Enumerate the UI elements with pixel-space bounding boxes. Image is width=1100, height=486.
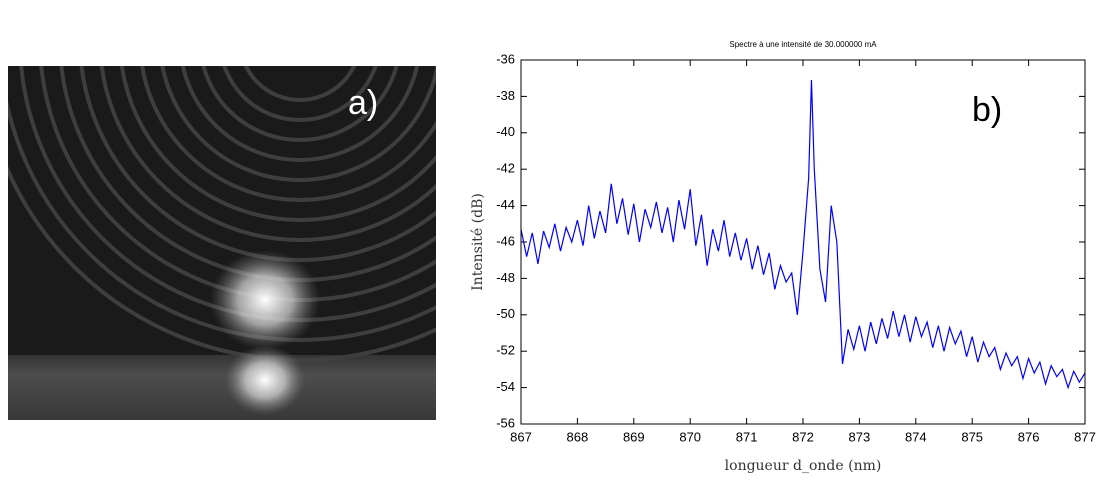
- y-tick-label: -56: [496, 415, 515, 430]
- panel-label: a): [348, 84, 378, 122]
- x-tick-label: 876: [1018, 429, 1040, 444]
- x-tick-label: 870: [679, 429, 701, 444]
- x-tick-label: 875: [961, 429, 983, 444]
- y-tick-label: -44: [496, 197, 515, 212]
- chart: Spectre à une intensité de 30.000000 mA l…: [470, 40, 1096, 474]
- panel-label: b): [972, 91, 1002, 129]
- photo: a): [8, 66, 436, 420]
- spectrum-line: [520, 80, 1086, 390]
- y-tick-label: -50: [496, 306, 515, 321]
- x-tick-label: 868: [567, 429, 589, 444]
- x-tick-label: 867: [510, 429, 532, 444]
- x-axis-label: longueur d_onde (nm): [725, 458, 882, 474]
- y-tick-label: -46: [496, 233, 515, 248]
- x-tick-label: 871: [736, 429, 758, 444]
- reflection: [225, 345, 305, 415]
- y-tick-label: -48: [496, 270, 515, 285]
- y-tick-label: -40: [496, 124, 515, 139]
- y-tick-label: -36: [496, 51, 515, 66]
- y-tick-label: -42: [496, 161, 515, 176]
- plot-frame: [520, 59, 1086, 425]
- chart-title: Spectre à une intensité de 30.000000 mA: [729, 40, 877, 49]
- y-axis-label: Intensité (dB): [470, 193, 486, 291]
- x-tick-label: 877: [1074, 429, 1096, 444]
- x-tick-label: 874: [905, 429, 927, 444]
- x-tick-label: 869: [623, 429, 645, 444]
- y-tick-label: -54: [496, 379, 515, 394]
- photo-floor: [8, 355, 436, 420]
- bright-spot: [210, 250, 320, 350]
- x-tick-label: 872: [792, 429, 814, 444]
- x-tick-label: 873: [849, 429, 871, 444]
- y-tick-label: -52: [496, 343, 515, 358]
- y-tick-label: -38: [496, 88, 515, 103]
